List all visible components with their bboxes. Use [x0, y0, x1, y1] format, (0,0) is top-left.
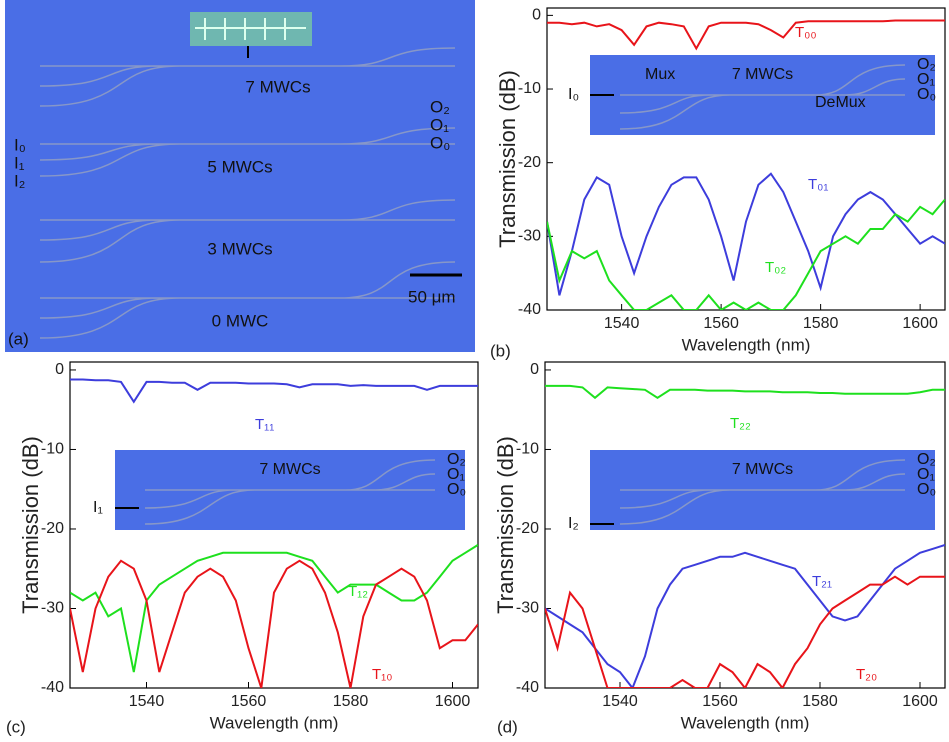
series-label: T₁₁: [255, 416, 274, 433]
inset-title: 7 MWCs: [732, 66, 793, 83]
inset-output: O₂: [917, 451, 936, 468]
y-tick-label: 0: [55, 361, 64, 378]
x-axis-title: Wavelength (nm): [210, 713, 339, 732]
inset-label: Mux: [645, 66, 675, 83]
micrograph-panel: 7 MWCs 5 MWCs 3 MWCs 0 MWC I₀ I₁ I₂ O₂ O…: [5, 0, 475, 352]
inset-waveguides: [619, 64, 906, 130]
y-axis-title: Transmission (dB): [493, 436, 518, 614]
x-tick-label: 1580: [802, 693, 838, 710]
inset-output: O₀: [447, 481, 466, 498]
series-line: [545, 384, 945, 400]
panel-label: (d): [497, 717, 518, 736]
y-tick-label: -30: [41, 600, 64, 617]
y-tick-label: -20: [41, 520, 64, 537]
series-line: [545, 575, 945, 688]
x-tick-label: 1580: [333, 693, 369, 710]
y-axis-title: Transmission (dB): [18, 436, 43, 614]
x-tick-label: 1600: [435, 693, 471, 710]
inset-output: O₁: [447, 466, 465, 483]
y-tick-label: -30: [516, 600, 539, 617]
series-line: [547, 172, 945, 296]
inset-title: 7 MWCs: [259, 461, 320, 478]
y-tick-label: -20: [516, 520, 539, 537]
device-label: 0 MWC: [212, 311, 269, 330]
x-tick-label: 1560: [703, 315, 739, 332]
series-label: T₂₀: [856, 666, 877, 683]
scale-label: 50 μm: [408, 287, 456, 306]
panel-label: (b): [490, 341, 511, 360]
x-tick-label: 1540: [604, 315, 640, 332]
inset-input: I₂: [568, 515, 579, 532]
y-tick-label: 0: [530, 361, 539, 378]
y-tick-label: -30: [518, 228, 541, 245]
inset-input: I₁: [93, 499, 103, 516]
panel-label: (a): [8, 329, 29, 348]
series-line: [70, 544, 478, 673]
inset-waveguides: [144, 459, 436, 525]
inset-title: 7 MWCs: [732, 461, 793, 478]
output-label: O₀: [430, 133, 450, 152]
y-tick-label: -40: [516, 679, 539, 696]
device-label: 3 MWCs: [207, 239, 272, 258]
y-tick-label: -10: [518, 80, 541, 97]
y-tick-label: 0: [532, 7, 541, 24]
series-label: T₀₂: [765, 259, 786, 276]
inset-output: O₂: [447, 451, 466, 468]
plot-frame: [69, 361, 479, 689]
device-label: 7 MWCs: [245, 77, 310, 96]
input-label: I₂: [14, 171, 25, 190]
series-line: [70, 378, 478, 404]
inset-input: I₀: [568, 86, 579, 103]
x-tick-label: 1560: [702, 693, 738, 710]
series-line: [70, 559, 478, 688]
inset-output: O₁: [917, 71, 935, 88]
series-label: T₀₀: [795, 24, 817, 41]
series-label: T₀₁: [808, 176, 828, 193]
inset-output: O₁: [917, 466, 935, 483]
x-axis-title: Wavelength (nm): [681, 713, 810, 732]
y-axis-title: Transmission (dB): [495, 70, 520, 248]
x-tick-label: 1600: [902, 693, 938, 710]
input-label: I₀: [14, 135, 26, 154]
panel-label: (c): [6, 717, 26, 736]
series-label: T₂₂: [730, 415, 751, 432]
x-tick-label: 1540: [129, 693, 165, 710]
output-label: O₁: [430, 115, 449, 134]
y-tick-label: -20: [518, 154, 541, 171]
inset-label: DeMux: [815, 94, 866, 111]
plot-frame: [546, 7, 946, 311]
micrograph: [5, 0, 475, 352]
x-tick-label: 1600: [902, 315, 938, 332]
inset-waveguides: [619, 459, 906, 525]
series-label: T₁₀: [372, 666, 392, 683]
x-tick-label: 1580: [803, 315, 839, 332]
y-tick-label: -40: [518, 301, 541, 318]
series-label: T₁₂: [348, 583, 368, 600]
x-tick-label: 1540: [602, 693, 638, 710]
inset-output: O₀: [917, 86, 936, 103]
y-tick-label: -10: [41, 441, 64, 458]
series-label: T₂₁: [812, 573, 832, 590]
x-axis-title: Wavelength (nm): [682, 335, 811, 354]
y-tick-label: -40: [41, 679, 64, 696]
x-tick-label: 1560: [231, 693, 267, 710]
inset-output: O₂: [917, 56, 936, 73]
series-line: [547, 19, 945, 51]
zoom-detail: [195, 18, 306, 40]
series-line: [547, 198, 945, 310]
input-label: I₁: [14, 153, 25, 172]
waveguides: [39, 47, 456, 339]
y-tick-label: -10: [516, 441, 539, 458]
output-label: O₂: [430, 97, 450, 116]
series-line: [545, 543, 945, 688]
device-label: 5 MWCs: [207, 157, 272, 176]
inset-output: O₀: [917, 481, 936, 498]
